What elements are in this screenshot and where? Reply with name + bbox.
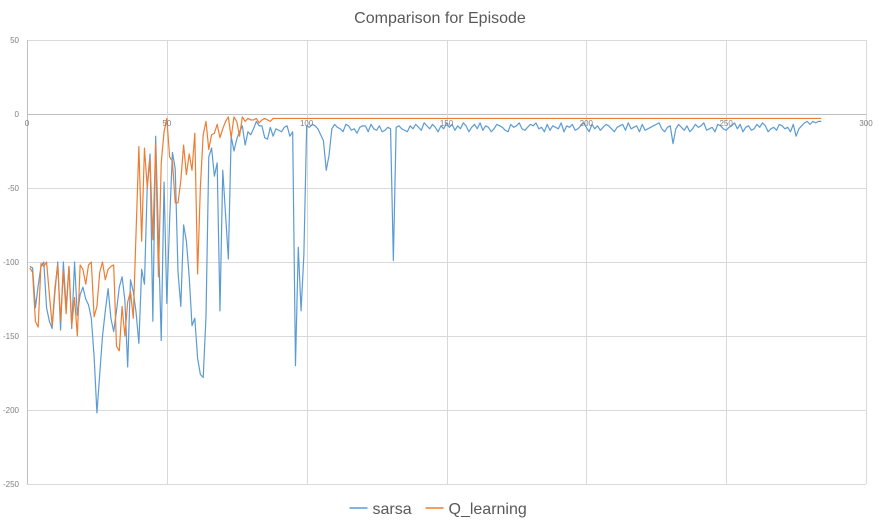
x-tick-label: 250: [719, 119, 733, 128]
series-line-sarsa: [29, 120, 822, 414]
y-tick-label: -150: [3, 332, 20, 341]
legend-label-sarsa: sarsa: [373, 501, 412, 518]
legend-label-q-learning: Q_learning: [449, 501, 527, 518]
legend: sarsa Q_learning: [349, 501, 527, 518]
x-tick-label: 50: [162, 119, 171, 128]
y-tick-label: -50: [7, 184, 19, 193]
y-axis-tick-labels: 50 0 -50 -100 -150 -200 -250: [3, 36, 20, 489]
x-tick-label: 150: [440, 119, 454, 128]
x-tick-label: 300: [859, 119, 873, 128]
y-tick-label: -200: [3, 406, 20, 415]
y-tick-label: -100: [3, 258, 20, 267]
series-line-q-learning: [29, 116, 822, 352]
x-tick-label: 200: [580, 119, 594, 128]
x-axis-tick-labels: 0 50 100 150 200 250 300: [25, 119, 873, 128]
series-lines: [29, 116, 822, 414]
y-tick-label: 0: [15, 110, 20, 119]
x-tick-label: 100: [300, 119, 314, 128]
gridlines: [27, 40, 867, 485]
chart-title: Comparison for Episode: [354, 10, 526, 27]
x-tick-label: 0: [25, 119, 30, 128]
y-tick-label: -250: [3, 480, 20, 489]
y-tick-label: 50: [10, 36, 19, 45]
